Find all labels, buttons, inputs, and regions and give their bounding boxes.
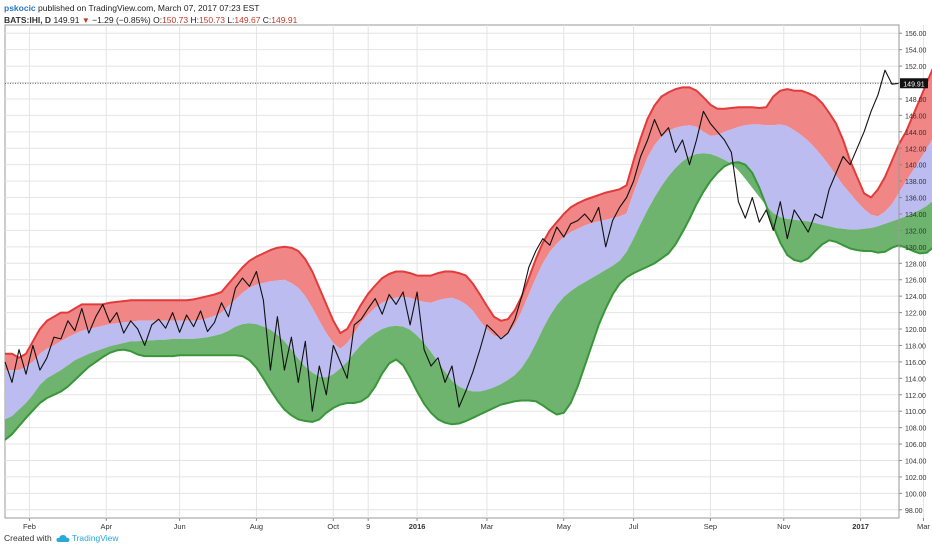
y-tick-label: 104.00: [905, 458, 927, 465]
y-tick-label: 122.00: [905, 311, 927, 318]
y-tick-label: 118.00: [905, 343, 926, 350]
y-tick-label: 130.00: [905, 245, 927, 252]
y-tick-label: 128.00: [905, 261, 927, 268]
price-line: [4, 69, 900, 412]
x-tick-label: Mar: [480, 522, 493, 531]
y-tick-label: 142.00: [905, 146, 927, 153]
x-tick-label: Jul: [629, 522, 639, 531]
y-tick-label: 100.00: [905, 491, 927, 498]
x-tick-label: Nov: [777, 522, 791, 531]
tradingview-logo[interactable]: TradingView: [56, 533, 119, 543]
published-text: published on TradingView.com, March 07, …: [38, 3, 260, 13]
y-tick-label: 98.00: [905, 508, 923, 515]
y-tick-label: 134.00: [905, 212, 927, 219]
close-value: 149.91: [271, 15, 298, 25]
y-tick-label: 102.00: [905, 475, 927, 482]
x-tick-label: May: [557, 522, 571, 531]
y-tick-label: 144.00: [905, 130, 927, 137]
x-tick-label: Feb: [23, 522, 36, 531]
symbol-label: BATS:IHI, D: [4, 15, 52, 25]
created-with-text: Created with: [4, 533, 52, 543]
low-label: L:: [227, 15, 235, 25]
author-link[interactable]: pskocic: [4, 3, 36, 13]
x-tick-label: 9: [366, 522, 370, 531]
y-tick-label: 110.00: [905, 409, 926, 416]
middle-band-fill: [5, 124, 932, 420]
open-label: O:: [153, 15, 163, 25]
y-tick-label: 140.00: [905, 163, 927, 170]
y-tick-label: 146.00: [905, 113, 927, 120]
band-lines: [4, 68, 932, 441]
last-price: 149.91: [53, 15, 80, 25]
high-label: H:: [190, 15, 199, 25]
y-tick-label: 156.00: [905, 31, 927, 38]
y-tick-label: 108.00: [905, 426, 927, 433]
x-tick-label: Oct: [327, 522, 340, 531]
close-label: C:: [262, 15, 272, 25]
x-tick-label: 2017: [852, 522, 869, 531]
price-change: −1.29 (−0.85%): [92, 15, 151, 25]
bands: [5, 70, 932, 440]
lower-band-line: [4, 161, 932, 441]
publish-line: pskocic published on TradingView.com, Ma…: [4, 2, 604, 14]
y-tick-label: 148.00: [905, 97, 927, 104]
y-tick-label: 116.00: [905, 360, 926, 367]
y-tick-label: 106.00: [905, 442, 927, 449]
axes: 98.00 100.00 102.00 104.00 106.00 108.00 110.0…: [23, 25, 930, 531]
cloud-icon: [56, 534, 70, 542]
y-tick-label: 120.00: [905, 327, 927, 334]
y-tick-label: 124.00: [905, 294, 927, 301]
ohlc-line: BATS:IHI, D 149.91 ▼ −1.29 (−0.85%) O:15…: [4, 14, 604, 27]
chart-header: pskocic published on TradingView.com, Ma…: [4, 2, 604, 27]
x-tick-label: Apr: [100, 522, 112, 531]
x-tick-label: Aug: [250, 522, 263, 531]
x-tick-label: Mar: [917, 522, 930, 531]
y-tick-label: 132.00: [905, 228, 927, 235]
y-tick-label: 136.00: [905, 196, 927, 203]
last-price-label: 149.91: [903, 81, 925, 88]
y-tick-label: 138.00: [905, 179, 927, 186]
tradingview-brand: TradingView: [71, 533, 119, 543]
x-tick-label: Sep: [704, 522, 717, 531]
upper-band-fill: [5, 70, 932, 371]
down-arrow-icon: ▼: [81, 16, 90, 25]
y-tick-label: 154.00: [905, 48, 927, 55]
y-tick-label: 114.00: [905, 376, 926, 383]
y-tick-label: 126.00: [905, 278, 927, 285]
x-tick-label: Jun: [174, 522, 186, 531]
low-value: 149.67: [234, 15, 261, 25]
high-value: 150.73: [198, 15, 225, 25]
x-tick-label: 2016: [409, 522, 426, 531]
y-tick-label: 152.00: [905, 64, 927, 71]
y-tick-label: 112.00: [905, 393, 926, 400]
footer: Created with TradingView: [4, 533, 119, 543]
last-price-badge: [900, 78, 928, 89]
open-value: 150.73: [162, 15, 189, 25]
upper-band-line: [5, 68, 932, 359]
